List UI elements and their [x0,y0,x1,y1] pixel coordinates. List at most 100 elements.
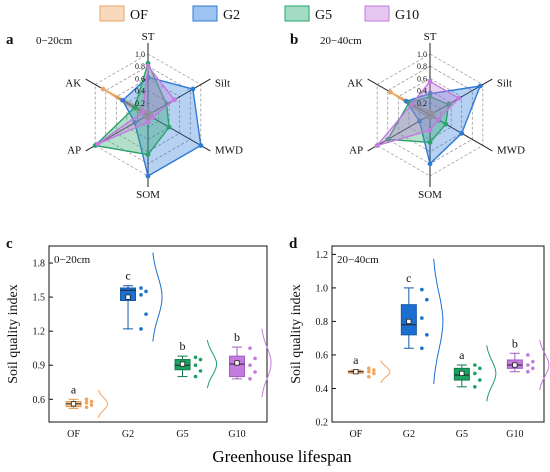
y-tick-label: 0.4 [316,384,329,395]
radar-point [145,173,151,179]
y-tick-label: 0.9 [33,361,46,372]
data-point [139,293,143,297]
legend-label-g10: G10 [395,8,419,23]
y-tick-label: 1.0 [316,283,329,294]
radar-tick-label: 0.2 [417,99,427,108]
panel-depth-label: 0−20cm [36,35,73,47]
y-axis-title: Soil quality index [289,284,304,384]
data-point [198,357,203,362]
data-point [89,399,94,404]
y-axis-title: Soil quality index [6,284,21,384]
significance-letter: a [71,382,77,396]
data-point [425,297,429,302]
data-point [531,366,535,371]
panel-depth-label: 20−40cm [320,35,362,47]
radar-tick-label: 1.0 [135,50,145,59]
radar-point [409,101,414,107]
radar-point [427,79,433,84]
radar-tick-label: 1.0 [417,50,427,59]
data-point [367,366,371,371]
radar-chart-a: 0.2 0.4 0.6 0.8 1.0 ST Silt MWD SOM AP AK a 0−20cm [6,31,243,201]
box-mean [179,361,186,367]
radar-point [140,109,146,115]
radar-point [149,115,155,120]
radar-tick-label: 0.4 [417,87,427,96]
radar-point [172,97,177,103]
box-mean [125,294,131,300]
density-curve [486,345,497,402]
radar-tick-label: 0.6 [417,74,427,83]
data-point [193,363,198,368]
radar-axis-label: AK [65,78,81,90]
data-point [420,316,424,320]
y-tick-label: 1.2 [33,327,46,338]
density-curve [433,258,444,385]
legend-swatch-of [99,5,125,22]
radar-tick-label: 0.8 [417,62,427,71]
x-tick-label: G2 [403,429,415,440]
radar-point [166,124,172,130]
data-point [367,374,371,379]
panel-letter: a [6,32,14,48]
radar-point [95,141,101,147]
radar-point [120,97,126,103]
radar-point [427,127,433,133]
radar-axis-label: Silt [215,78,230,90]
radar-point [459,130,465,136]
radar-tick-label: 0.8 [135,62,145,71]
legend-swatch-g10 [364,5,390,22]
data-point [526,353,530,357]
panel-depth-label: 0−20cm [54,254,91,266]
significance-letter: b [234,330,240,344]
data-point [144,289,148,294]
radar-point [477,83,483,89]
significance-letter: b [180,339,186,353]
density-curve [152,252,163,342]
radar-point [190,86,196,92]
legend-label-g5: G5 [315,8,332,23]
data-point [478,366,482,371]
x-tick-label: OF [67,429,80,440]
radar-point [446,101,451,107]
box-mean [70,401,77,407]
panel-letter: b [290,32,298,48]
y-tick-label: 1.5 [33,293,46,304]
data-point [89,403,94,407]
data-point [420,346,424,351]
plot-frame [331,245,545,423]
y-tick-label: 0.2 [316,418,329,429]
x-tick-label: OF [349,429,362,440]
y-tick-label: 0.6 [33,395,46,406]
x-tick-label: G10 [228,429,245,440]
radar-axis-label: MWD [215,145,243,157]
plot-frame [48,245,268,423]
data-point [372,371,376,376]
y-tick-label: 1.8 [33,259,46,270]
radar-chart-b: 0.2 0.4 0.6 0.8 1.0 ST Silt MWD SOM AP AK b 20−40cm [290,31,525,201]
density-curve [380,360,391,384]
radar-point [387,89,393,95]
legend-swatch-g2 [192,5,218,22]
significance-letter: a [353,353,359,367]
box-chart-d: 0.2 0.4 0.6 0.8 1.0 1.2 Soil quality index a OF c… [289,236,550,440]
box-mean [353,369,359,375]
box-g10 [229,355,246,378]
radar-point [427,94,433,100]
radar-point [142,114,148,119]
panel-depth-label: 20−40cm [337,254,379,266]
radar-point [427,161,433,167]
data-point [248,346,252,350]
data-point [420,287,424,292]
significance-letter: b [512,336,518,350]
data-point [139,286,143,290]
radar-point [145,119,151,125]
data-point [248,377,252,381]
x-tick-label: G2 [122,429,134,440]
radar-tick-label: 0.4 [135,87,145,96]
data-point [367,369,371,374]
data-point [198,369,203,373]
density-curve [539,339,550,391]
data-point [526,363,530,367]
radar-point [374,143,380,148]
